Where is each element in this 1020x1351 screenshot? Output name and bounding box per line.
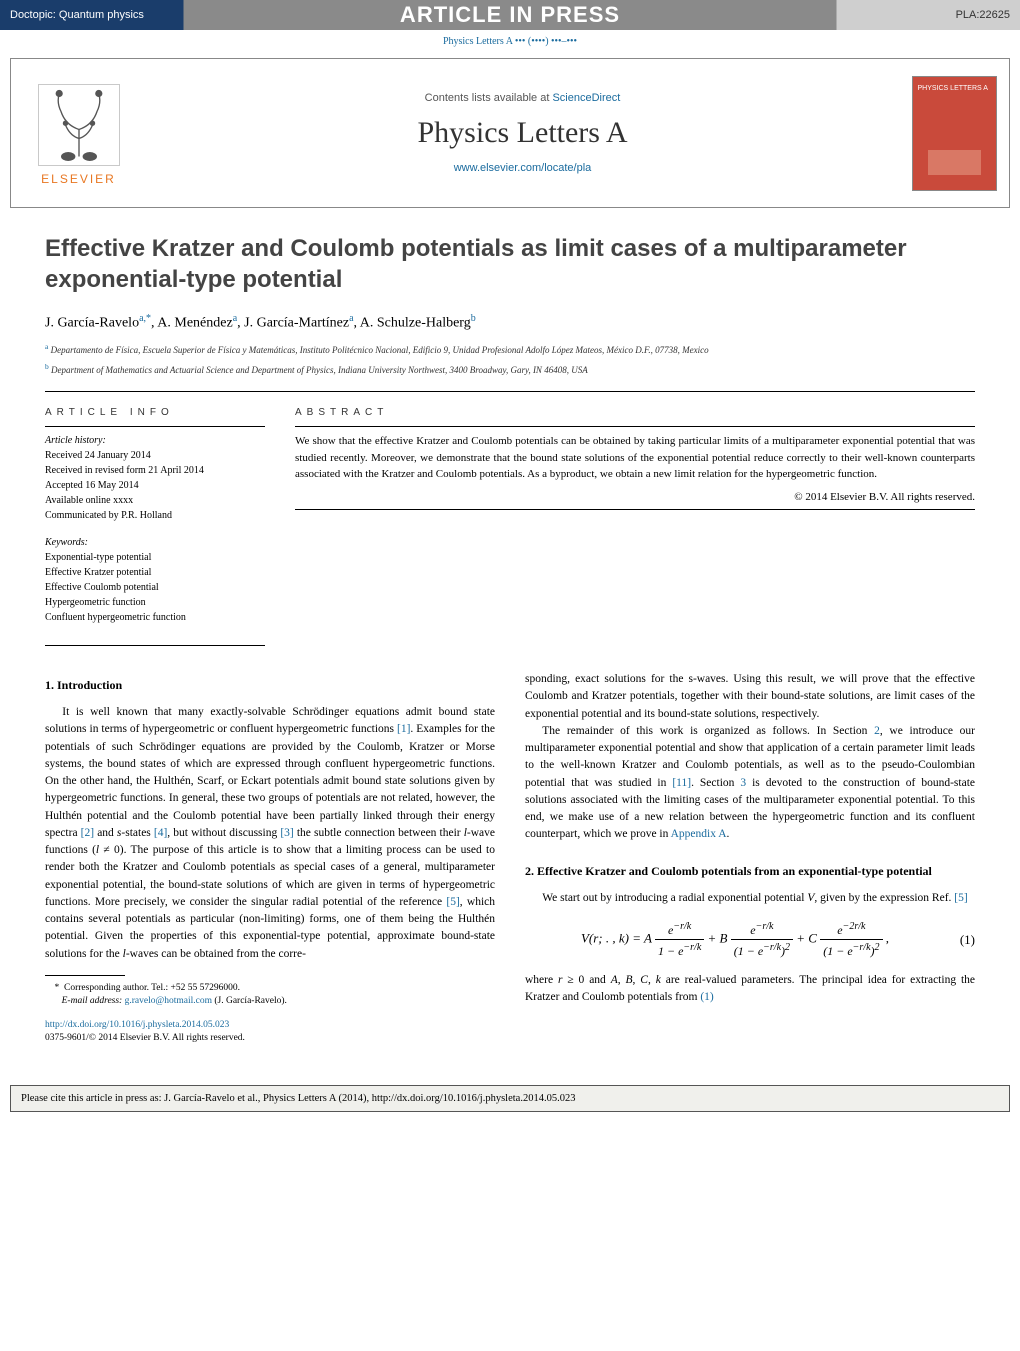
section-ref-2[interactable]: 2 (874, 725, 880, 737)
affiliation-a: a Departamento de Física, Escuela Superi… (45, 342, 975, 357)
issn-copyright: 0375-9601/© 2014 Elsevier B.V. All right… (45, 1033, 245, 1043)
authors-line: J. García-Raveloa,*, A. Menéndeza, J. Ga… (45, 313, 975, 332)
appendix-ref-a[interactable]: Appendix A (671, 828, 727, 840)
email-label: E-mail address: (62, 996, 125, 1006)
elsevier-tree-icon (34, 80, 124, 170)
sciencedirect-link[interactable]: ScienceDirect (552, 92, 620, 104)
doi-block: http://dx.doi.org/10.1016/j.physleta.201… (45, 1019, 495, 1046)
author-1-affil: a,* (139, 313, 151, 324)
contents-prefix: Contents lists available at (425, 92, 553, 104)
keyword-2: Effective Kratzer potential (45, 567, 151, 578)
meta-divider (45, 426, 265, 427)
citation-2[interactable]: [2] (81, 827, 94, 839)
cover-graphic (928, 150, 981, 175)
doi-link[interactable]: http://dx.doi.org/10.1016/j.physleta.201… (45, 1020, 229, 1030)
keyword-4: Hypergeometric function (45, 597, 146, 608)
citation-5[interactable]: [5] (446, 896, 459, 908)
keyword-1: Exponential-type potential (45, 552, 151, 563)
article-history: Article history: Received 24 January 201… (45, 433, 265, 523)
article-in-press-banner: ARTICLE IN PRESS (400, 2, 620, 28)
author-2: , A. Menéndez (151, 316, 233, 331)
author-4: , A. Schulze-Halberg (354, 316, 471, 331)
article-info-header: ARTICLE INFO (45, 407, 265, 418)
section-2-paragraph-1: We start out by introducing a radial exp… (525, 890, 975, 907)
keyword-5: Confluent hypergeometric function (45, 612, 186, 623)
cover-title-text: PHYSICS LETTERS A (918, 85, 991, 92)
contents-available-text: Contents lists available at ScienceDirec… (425, 92, 621, 104)
footnote-separator (45, 975, 125, 976)
section-2-paragraph-2: where r ≥ 0 and A, B, C, k are real-valu… (525, 972, 975, 1007)
journal-url-link[interactable]: www.elsevier.com/locate/pla (454, 162, 592, 174)
section-1-heading: 1. Introduction (45, 676, 495, 694)
meta-divider (295, 509, 975, 510)
meta-two-column: ARTICLE INFO Article history: Received 2… (45, 407, 975, 625)
header-center-block: Contents lists available at ScienceDirec… (146, 59, 899, 207)
copyright-line: © 2014 Elsevier B.V. All rights reserved… (295, 491, 975, 503)
communicated-by: Communicated by P.R. Holland (45, 510, 172, 521)
affiliation-b: b Department of Mathematics and Actuaria… (45, 362, 975, 377)
citation-11[interactable]: [11] (672, 777, 691, 789)
equation-1-number: (1) (945, 930, 975, 950)
journal-reference-line: Physics Letters A ••• (••••) •••–••• (0, 30, 1020, 53)
author-3: , J. García-Martínez (237, 316, 349, 331)
email-person: (J. García-Ravelo). (212, 996, 287, 1006)
section-1-paragraph-3: The remainder of this work is organized … (525, 723, 975, 844)
equation-ref-1[interactable]: (1) (700, 991, 713, 1003)
body-two-column: 1. Introduction It is well known that ma… (45, 671, 975, 1045)
abstract-header: ABSTRACT (295, 407, 975, 418)
keywords-label: Keywords: (45, 537, 88, 548)
left-column: 1. Introduction It is well known that ma… (45, 671, 495, 1045)
abstract-text: We show that the effective Kratzer and C… (295, 433, 975, 483)
corresponding-author-footnote: * Corresponding author. Tel.: +52 55 572… (45, 982, 495, 995)
left-meta-bottom-divider (45, 645, 265, 646)
affiliation-a-text: Departamento de Física, Escuela Superior… (51, 345, 709, 355)
corr-author-text: Corresponding author. Tel.: +52 55 57296… (64, 983, 240, 993)
author-4-affil: b (471, 313, 476, 324)
revised-date: Received in revised form 21 April 2014 (45, 465, 204, 476)
divider (45, 391, 975, 392)
elsevier-logo-block: ELSEVIER (11, 59, 146, 207)
section-ref-3[interactable]: 3 (740, 777, 746, 789)
article-info-block: ARTICLE INFO Article history: Received 2… (45, 407, 265, 625)
article-code: PLA:22625 (956, 9, 1010, 21)
received-date: Received 24 January 2014 (45, 450, 151, 461)
cite-this-article-box: Please cite this article in press as: J.… (10, 1085, 1010, 1112)
doctopic-label: Doctopic: Quantum physics (10, 9, 144, 21)
journal-cover-block: PHYSICS LETTERS A (899, 59, 1009, 207)
abstract-block: ABSTRACT We show that the effective Krat… (295, 407, 975, 625)
email-link[interactable]: g.ravelo@hotmail.com (125, 996, 212, 1006)
section-1-paragraph-1: It is well known that many exactly-solva… (45, 704, 495, 963)
citation-3[interactable]: [3] (280, 827, 293, 839)
online-date: Available online xxxx (45, 495, 133, 506)
citation-4[interactable]: [4] (154, 827, 167, 839)
history-label: Article history: (45, 435, 106, 446)
email-footnote: E-mail address: g.ravelo@hotmail.com (J.… (45, 995, 495, 1008)
section-2-heading: 2. Effective Kratzer and Coulomb potenti… (525, 862, 975, 880)
section-1-paragraph-2: sponding, exact solutions for the s-wave… (525, 671, 975, 723)
journal-header-box: ELSEVIER Contents lists available at Sci… (10, 58, 1010, 208)
right-column: sponding, exact solutions for the s-wave… (525, 671, 975, 1045)
author-1: J. García-Ravelo (45, 316, 139, 331)
equation-1: V(r; . , k) = A e−r/k1 − e−r/k + B e−r/k… (525, 919, 975, 960)
main-content: Effective Kratzer and Coulomb potentials… (0, 213, 1020, 1065)
citation-1[interactable]: [1] (397, 723, 410, 735)
affiliation-b-text: Department of Mathematics and Actuarial … (51, 365, 588, 375)
equation-1-body: V(r; . , k) = A e−r/k1 − e−r/k + B e−r/k… (525, 919, 945, 960)
top-status-bar: Doctopic: Quantum physics ARTICLE IN PRE… (0, 0, 1020, 30)
journal-title: Physics Letters A (418, 116, 628, 150)
elsevier-wordmark: ELSEVIER (41, 172, 116, 186)
citation-5b[interactable]: [5] (954, 892, 967, 904)
meta-divider (295, 426, 975, 427)
accepted-date: Accepted 16 May 2014 (45, 480, 139, 491)
keywords-block: Keywords: Exponential-type potential Eff… (45, 535, 265, 625)
journal-cover-image: PHYSICS LETTERS A (912, 76, 997, 191)
keyword-3: Effective Coulomb potential (45, 582, 159, 593)
article-title: Effective Kratzer and Coulomb potentials… (45, 233, 975, 295)
